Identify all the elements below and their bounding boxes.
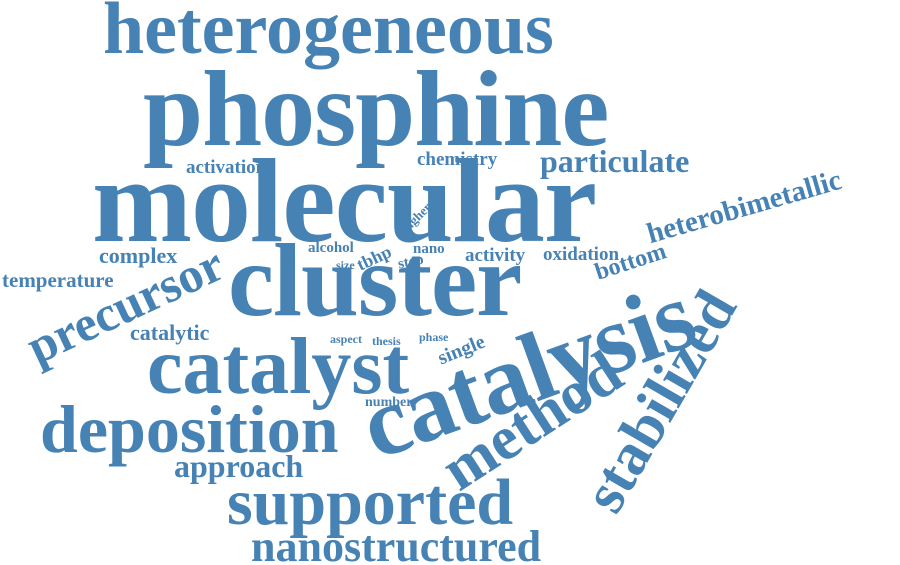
word-size: size xyxy=(336,258,355,272)
word-nanostructured: nanostructured xyxy=(251,522,542,565)
word-supported: supported xyxy=(227,466,514,539)
word-deposition: deposition xyxy=(40,391,339,467)
word-temperature: temperature xyxy=(2,268,114,292)
word-nano: nano xyxy=(413,241,445,257)
word-phosphine: phosphine xyxy=(143,50,609,169)
word-aspect: aspect xyxy=(330,332,362,346)
word-catalytic: catalytic xyxy=(130,320,210,345)
word-oxidation: oxidation xyxy=(543,244,620,265)
word-alcohol: alcohol xyxy=(308,240,354,256)
word-approach: approach xyxy=(174,448,304,484)
word-activity: activity xyxy=(465,245,526,266)
word-chemistry: chemistry xyxy=(417,149,498,170)
word-catalyst: catalyst xyxy=(147,323,410,411)
word-thesis: thesis xyxy=(372,334,401,348)
word-number: number xyxy=(365,395,413,410)
word-heterogeneous: heterogeneous xyxy=(103,0,554,70)
word-cluster: cluster xyxy=(228,223,522,338)
word-molecular: molecular xyxy=(92,134,597,267)
word-activation: activation xyxy=(186,157,267,178)
word-phase: phase xyxy=(419,330,449,344)
word-particulate: particulate xyxy=(540,143,690,179)
word-complex: complex xyxy=(99,243,178,268)
